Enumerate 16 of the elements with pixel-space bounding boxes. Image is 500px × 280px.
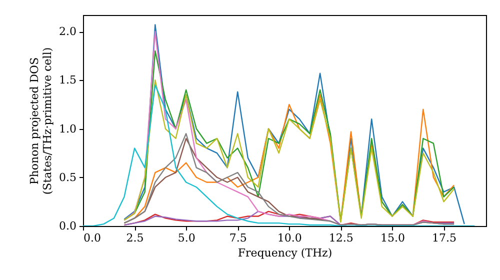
y-tick-label: 0.5 <box>59 170 76 184</box>
x-tick-label: 15.0 <box>380 232 405 244</box>
x-axis-title: Frequency (THz) <box>238 246 332 260</box>
x-tick-label: 17.5 <box>432 232 456 244</box>
y-tick-label: 1.5 <box>59 74 76 87</box>
y-axis-title: Phonon projected DOS (States/THz·primitive cell) <box>28 47 54 195</box>
x-tick-label: 2.5 <box>126 232 144 244</box>
y-tick-label: 1.0 <box>59 122 76 136</box>
y-tick-label: 2.0 <box>59 25 76 38</box>
x-tick-label: 7.5 <box>229 232 247 244</box>
line-series <box>83 84 476 226</box>
y-tick-label: 0.0 <box>59 220 76 232</box>
x-tick-label: 12.5 <box>328 232 354 244</box>
x-tick-label: 10.0 <box>277 232 302 244</box>
x-tick-label: 5.0 <box>178 232 196 244</box>
x-tick-label: 0.0 <box>84 232 101 244</box>
